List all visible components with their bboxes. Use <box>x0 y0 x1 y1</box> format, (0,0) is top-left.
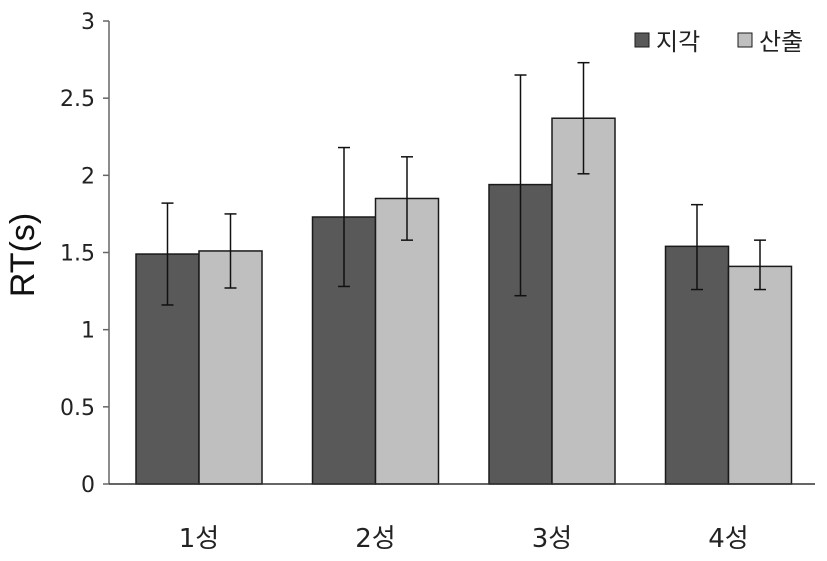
legend-label: 지각 <box>656 28 700 56</box>
x-tick-label: 4성 <box>708 524 748 554</box>
bar-production <box>727 265 793 485</box>
x-tick-label: 3성 <box>532 524 572 554</box>
legend-label: 산출 <box>759 28 803 56</box>
y-tick-label: 2 <box>81 164 95 189</box>
bar-production <box>551 117 616 485</box>
error-bars-group <box>161 61 766 306</box>
y-tick-label: 0.5 <box>60 396 95 421</box>
y-axis-title: RT(s) <box>4 213 42 297</box>
y-tick-label: 2.5 <box>60 87 95 112</box>
y-tick-label: 1.5 <box>60 242 95 267</box>
y-tick-label: 0 <box>81 473 95 498</box>
y-tick-label: 3 <box>81 10 95 35</box>
x-tick-label: 1성 <box>179 524 219 554</box>
legend: 지각 산출 <box>634 28 803 56</box>
x-axis-labels: 1성 2성 3성 4성 <box>179 524 749 554</box>
bars-group <box>135 117 793 485</box>
y-tick-label: 1 <box>81 319 95 344</box>
y-axis-ticks: 0 0.5 1 1.5 2 2.5 3 <box>60 10 109 498</box>
bar-production <box>374 197 440 485</box>
bar-production <box>198 250 263 485</box>
x-tick-label: 2성 <box>355 524 395 554</box>
legend-swatch <box>634 32 650 48</box>
legend-swatch <box>737 32 753 48</box>
